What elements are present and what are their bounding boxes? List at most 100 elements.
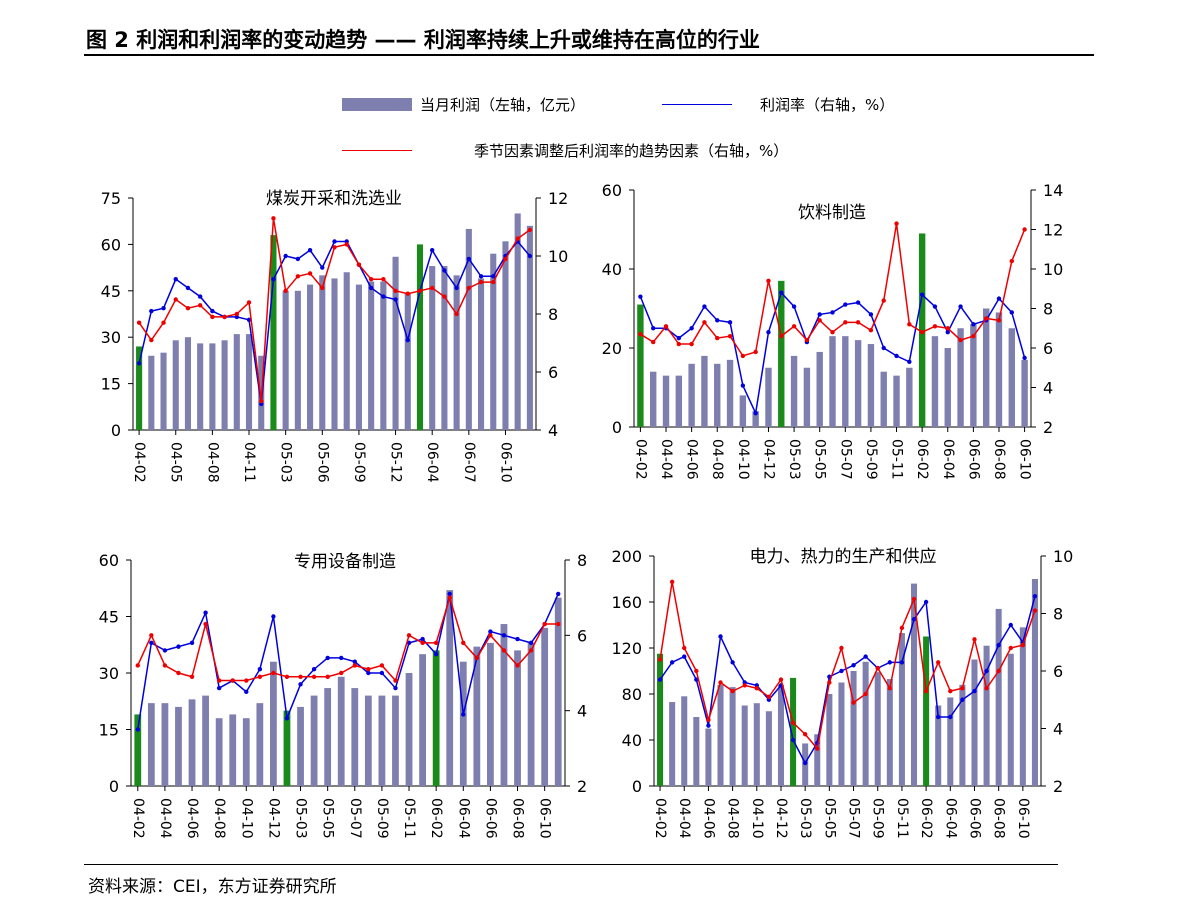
bar xyxy=(256,703,264,786)
profit-rate-point xyxy=(257,667,263,672)
trend-factor-point xyxy=(778,677,784,682)
trend-factor-point xyxy=(344,242,349,247)
bar xyxy=(983,645,990,786)
profit-rate-point xyxy=(676,335,682,341)
bar xyxy=(1007,653,1014,786)
profit-rate-point xyxy=(461,712,466,717)
trend-factor-point xyxy=(682,645,687,651)
bar xyxy=(175,706,182,786)
trend-factor-point xyxy=(742,683,747,688)
trend-factor-line xyxy=(659,581,1036,751)
trend-factor-point xyxy=(406,633,412,638)
trend-factor-point xyxy=(907,322,912,327)
bar xyxy=(947,697,954,786)
profit-rate-point xyxy=(996,642,1001,648)
right-tick-label: 6 xyxy=(1043,339,1053,358)
left-tick-label: 30 xyxy=(99,664,119,683)
profit-rate-point xyxy=(843,302,848,307)
bar xyxy=(172,340,179,430)
trend-factor-point xyxy=(851,700,856,705)
bar xyxy=(419,654,426,786)
trend-factor-point xyxy=(817,318,822,323)
profit-rate-point xyxy=(907,359,912,365)
profit-rate-point xyxy=(779,290,784,295)
x-tick-label: 06-04 xyxy=(942,798,958,839)
bar xyxy=(380,281,387,430)
trend-factor-point xyxy=(393,288,398,293)
x-tick-label: 06-08 xyxy=(510,798,526,839)
legend-bar-swatch xyxy=(342,98,412,111)
trend-factor-point xyxy=(379,663,385,668)
bar xyxy=(392,256,399,430)
x-tick-label: 04-04 xyxy=(157,798,173,839)
x-tick-label: 05-09 xyxy=(870,798,886,839)
profit-rate-point xyxy=(352,659,357,664)
bar xyxy=(826,694,833,786)
trend-factor-point xyxy=(839,645,844,651)
profit-rate-point xyxy=(1022,355,1027,361)
right-tick-label: 6 xyxy=(577,626,587,645)
profit-rate-point xyxy=(911,617,917,622)
profit-rate-point xyxy=(271,277,276,282)
bar xyxy=(1008,328,1015,427)
x-tick-label: 05-11 xyxy=(889,439,905,480)
profit-rate-point xyxy=(706,723,711,728)
trend-factor-point xyxy=(283,288,288,293)
x-tick-label: 05-03 xyxy=(786,439,802,480)
bar-highlight xyxy=(136,346,143,430)
bar xyxy=(662,375,670,427)
chart-title: 专用设备制造 xyxy=(294,552,396,572)
right-tick-label: 6 xyxy=(548,363,558,382)
bar xyxy=(753,703,760,786)
profit-rate-point xyxy=(766,330,771,335)
x-tick-label: 05-05 xyxy=(812,439,828,480)
left-tick-label: 60 xyxy=(99,551,119,570)
x-tick-label: 05-07 xyxy=(347,798,363,839)
bar xyxy=(1019,627,1026,786)
trend-factor-point xyxy=(368,277,374,282)
x-tick-label: 06-02 xyxy=(914,439,930,480)
profit-rate-point xyxy=(702,304,707,309)
trend-factor-point xyxy=(972,637,977,642)
x-tick-label: 04-06 xyxy=(700,798,716,839)
bar xyxy=(355,284,362,430)
x-tick-label: 05-05 xyxy=(320,798,336,839)
bar xyxy=(862,661,869,786)
trend-factor-point xyxy=(727,333,733,339)
right-tick-label: 14 xyxy=(1043,181,1063,200)
profit-rate-point xyxy=(379,670,385,676)
x-tick-label: 06-10 xyxy=(497,442,513,483)
profit-rate-point xyxy=(556,591,561,597)
trend-factor-point xyxy=(234,311,240,317)
trend-factor-point xyxy=(830,330,835,335)
trend-factor-point xyxy=(429,285,435,291)
left-tick-label: 0 xyxy=(109,777,119,796)
profit-rate-point xyxy=(429,248,435,253)
bar xyxy=(681,696,688,786)
x-tick-label: 05-09 xyxy=(351,442,367,483)
profit-rate-point xyxy=(515,636,520,642)
bar xyxy=(148,355,155,430)
trend-factor-point xyxy=(405,291,410,296)
x-tick-label: 04-12 xyxy=(760,439,776,480)
bar xyxy=(669,702,676,786)
bar xyxy=(364,695,372,786)
bar-highlight xyxy=(432,650,440,786)
trend-factor-point xyxy=(210,314,215,320)
x-tick-label: 04-10 xyxy=(749,798,765,839)
trend-factor-point xyxy=(149,337,154,343)
bar xyxy=(378,695,386,786)
x-tick-label: 06-10 xyxy=(1017,439,1033,480)
profit-rate-point xyxy=(433,651,439,657)
bar xyxy=(893,375,900,427)
trend-factor-point xyxy=(433,640,439,646)
x-tick-label: 04-12 xyxy=(773,798,789,839)
trend-factor-point xyxy=(246,300,252,305)
right-tick-label: 8 xyxy=(1043,300,1053,319)
right-tick-label: 4 xyxy=(1043,379,1053,398)
profit-rate-point xyxy=(162,648,168,653)
trend-factor-point xyxy=(162,663,168,668)
profit-rate-point xyxy=(960,697,965,702)
trend-factor-point xyxy=(556,621,561,627)
trend-factor-point xyxy=(501,648,507,653)
